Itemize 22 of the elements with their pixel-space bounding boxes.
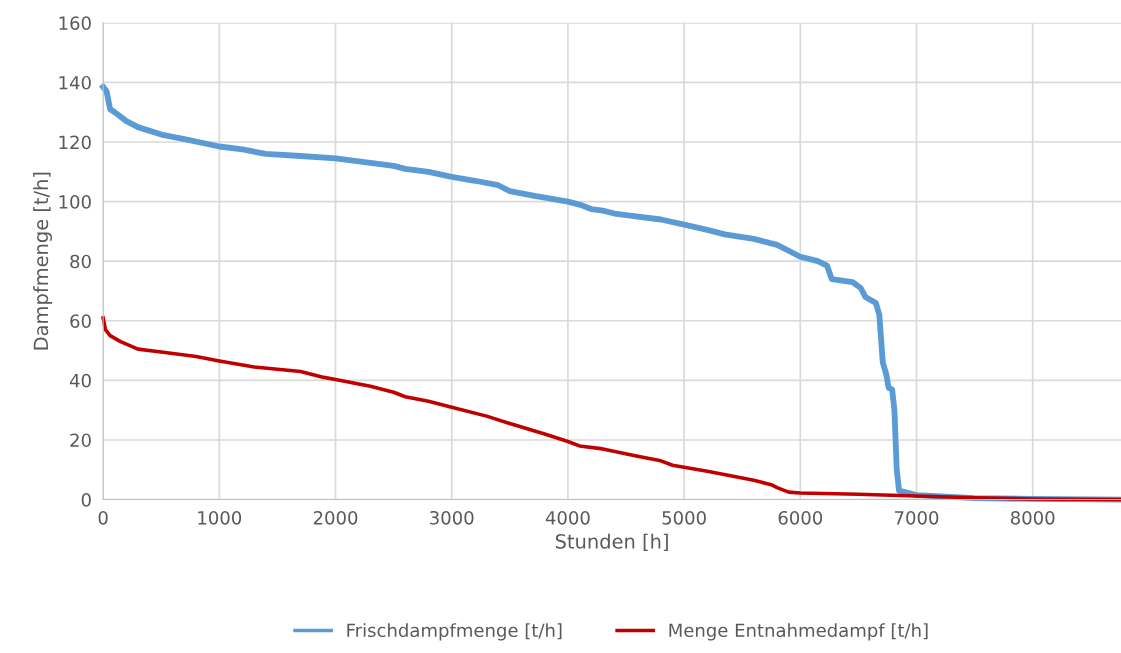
- x-axis-title: Stunden [h]: [555, 533, 668, 552]
- legend-label: Menge Entnahmedampf [t/h]: [669, 623, 928, 641]
- x-tick-label: 6000: [778, 510, 823, 525]
- legend-label: Frischdampfmenge [t/h]: [347, 623, 562, 641]
- x-tick-label: 7000: [895, 510, 939, 525]
- y-tick-label: 120: [59, 135, 91, 150]
- y-tick-label: 100: [59, 195, 91, 209]
- y-axis-title: Dampfmenge [t/h]: [33, 172, 52, 350]
- x-tick-label: 0: [98, 510, 108, 525]
- y-tick-label: 80: [70, 254, 91, 269]
- x-tick-label: 3000: [430, 510, 474, 525]
- y-tick-label: 140: [59, 75, 91, 90]
- y-tick-label: 40: [69, 373, 91, 388]
- x-tick-label: 1000: [198, 510, 242, 525]
- y-tick-label: 160: [59, 16, 91, 30]
- y-tick-label: 0: [81, 493, 91, 507]
- x-tick-label: 5000: [662, 510, 706, 525]
- y-tick-label: 60: [70, 314, 91, 328]
- x-tick-label: 4000: [545, 510, 590, 525]
- x-tick-label: 2000: [313, 510, 358, 525]
- y-tick-label: 20: [70, 433, 91, 448]
- x-tick-label: 8000: [1010, 510, 1055, 525]
